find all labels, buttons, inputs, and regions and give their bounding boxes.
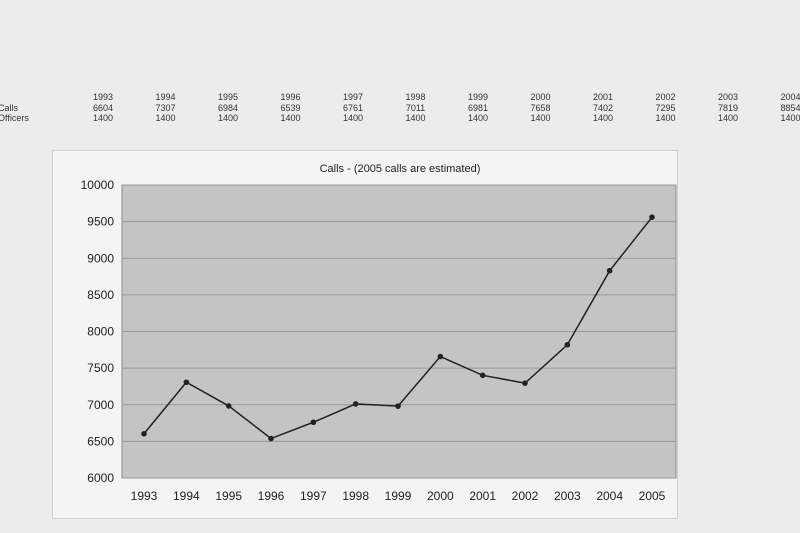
data-point [183, 379, 190, 386]
year-header: 1998 [405, 92, 426, 102]
y-tick-label: 7000 [87, 398, 114, 412]
calls-cell: 8854 [780, 103, 800, 113]
data-point [352, 401, 359, 407]
year-header: 1994 [155, 92, 176, 102]
officers-cell: 1400 [655, 113, 676, 123]
x-tick-label: 2002 [512, 489, 539, 503]
y-tick-label: 7500 [87, 361, 114, 375]
x-tick-label: 1998 [342, 489, 369, 503]
calls-cell: 7011 [405, 103, 426, 113]
data-point [522, 380, 528, 386]
officers-cell: 1400 [467, 113, 489, 123]
y-tick-label: 6500 [87, 434, 114, 448]
y-tick-label: 9000 [87, 251, 114, 265]
calls-cell: 6539 [280, 103, 301, 113]
year-header: 1997 [342, 92, 364, 102]
calls-cell: 7819 [717, 103, 739, 113]
y-tick-label: 8000 [87, 325, 114, 339]
year-header: 2001 [592, 92, 614, 102]
data-point [606, 267, 613, 274]
y-tick-label: 6000 [87, 471, 114, 485]
year-header: 1996 [280, 92, 301, 102]
x-tick-label: 2001 [469, 489, 496, 503]
calls-cell: 6984 [217, 103, 239, 113]
data-point [649, 214, 655, 221]
data-point [225, 403, 232, 409]
year-header: 1999 [467, 92, 489, 102]
officers-cell: 1400 [92, 113, 114, 123]
y-tick-label: 10000 [81, 178, 115, 192]
officers-cell: 1400 [405, 113, 426, 123]
year-header: 2000 [530, 92, 551, 102]
calls-cell: 6604 [92, 103, 114, 113]
officers-cell: 1400 [342, 113, 364, 123]
x-tick-label: 2004 [596, 489, 623, 503]
y-tick-label: 9500 [87, 215, 114, 229]
calls-cell: 6981 [467, 103, 489, 113]
x-tick-label: 2003 [554, 489, 581, 503]
officers-cell: 1400 [592, 113, 614, 123]
calls-cell: 7307 [155, 103, 176, 113]
row-label: Officers [0, 113, 29, 123]
officers-cell: 1400 [280, 113, 301, 123]
x-tick-label: 1996 [258, 489, 285, 503]
year-header: 1993 [92, 92, 114, 102]
row-label: Calls [0, 103, 19, 113]
data-point [268, 435, 274, 442]
calls-cell: 7402 [592, 103, 614, 113]
x-tick-label: 2005 [639, 489, 666, 503]
x-tick-label: 1993 [131, 489, 158, 503]
year-header: 2004 [780, 92, 800, 102]
year-header: 2003 [717, 92, 739, 102]
data-point [395, 403, 401, 409]
data-point [479, 372, 486, 379]
chart-title: Calls - (2005 calls are estimated) [319, 163, 481, 175]
officers-cell: 1400 [217, 113, 239, 123]
x-tick-label: 1997 [300, 489, 327, 503]
x-tick-label: 1994 [173, 489, 200, 503]
x-tick-label: 1999 [385, 489, 412, 503]
x-tick-label: 1995 [215, 489, 242, 503]
officers-cell: 1400 [780, 113, 800, 123]
calls-cell: 6761 [342, 103, 364, 113]
y-tick-label: 8500 [87, 288, 114, 302]
calls-cell: 7658 [530, 103, 551, 113]
officers-cell: 1400 [717, 113, 739, 123]
data-point [310, 419, 317, 426]
data-point [564, 341, 571, 348]
year-header: 2002 [655, 92, 676, 102]
calls-cell: 7295 [655, 103, 676, 113]
data-point [437, 353, 444, 360]
data-point [141, 430, 147, 437]
officers-cell: 1400 [530, 113, 551, 123]
officers-cell: 1400 [155, 113, 176, 123]
year-header: 1995 [217, 92, 239, 102]
x-tick-label: 2000 [427, 489, 454, 503]
